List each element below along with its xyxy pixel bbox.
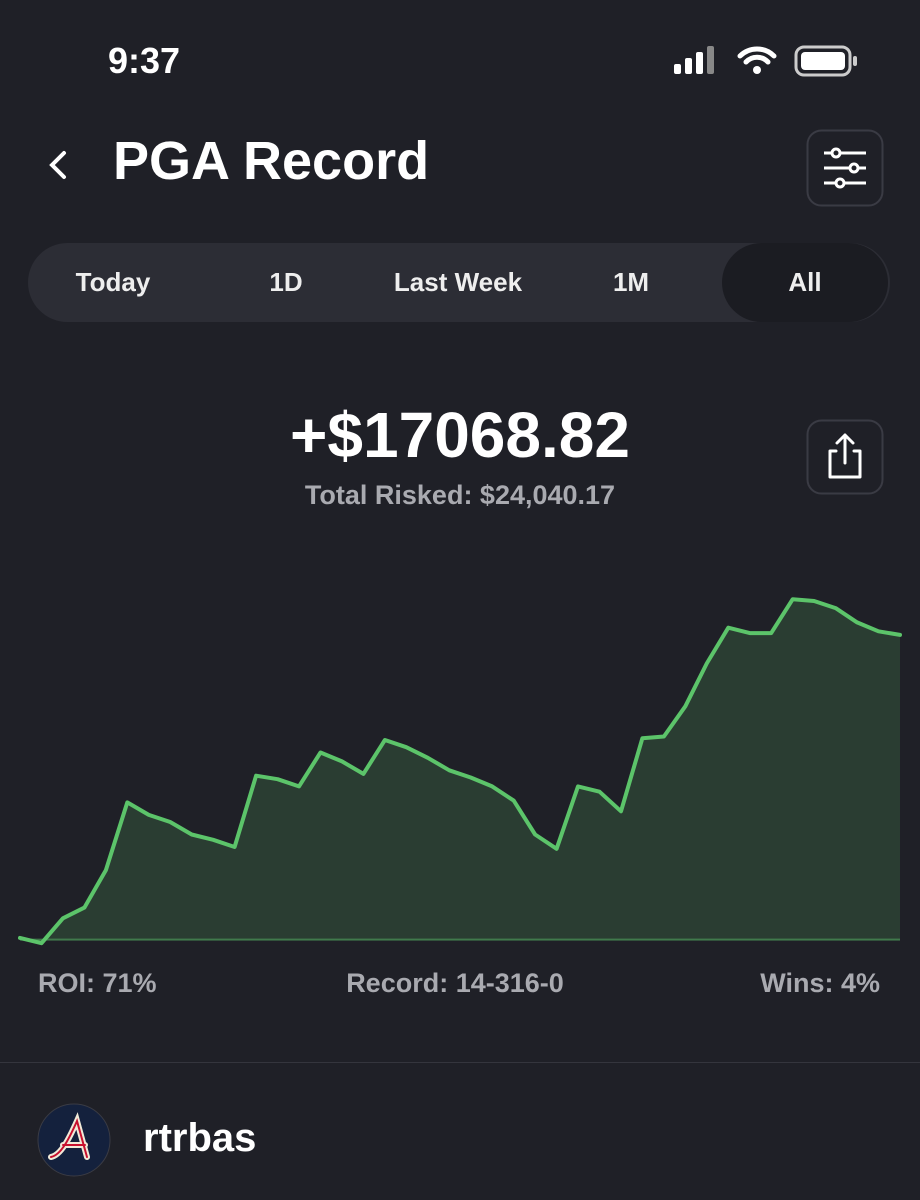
divider: [0, 1062, 920, 1063]
tab[interactable]: Last Week: [393, 267, 523, 297]
back-button[interactable]: [40, 145, 80, 185]
stat: Wins: 4%: [760, 968, 880, 998]
area-fill: [20, 599, 900, 944]
share-button[interactable]: [806, 419, 884, 495]
username: rtrbas: [143, 1116, 257, 1160]
tab[interactable]: 1M: [612, 267, 650, 297]
profit-amount: +$17068.82: [290, 399, 630, 471]
total-risked: Total Risked: $24,040.17: [304, 480, 616, 510]
tab[interactable]: Today: [75, 267, 151, 297]
status-time: 9:37: [108, 40, 181, 81]
tab[interactable]: 1D: [269, 267, 303, 297]
status-icons: [674, 45, 857, 77]
stat: ROI: 71%: [38, 968, 157, 998]
filter-button[interactable]: [806, 129, 884, 207]
profit-line: [18, 597, 902, 946]
page-title: PGA Record: [113, 131, 430, 191]
tab[interactable]: All: [722, 243, 888, 322]
avatar: [37, 1103, 111, 1177]
stat: Record: 14-316-0: [346, 968, 564, 998]
